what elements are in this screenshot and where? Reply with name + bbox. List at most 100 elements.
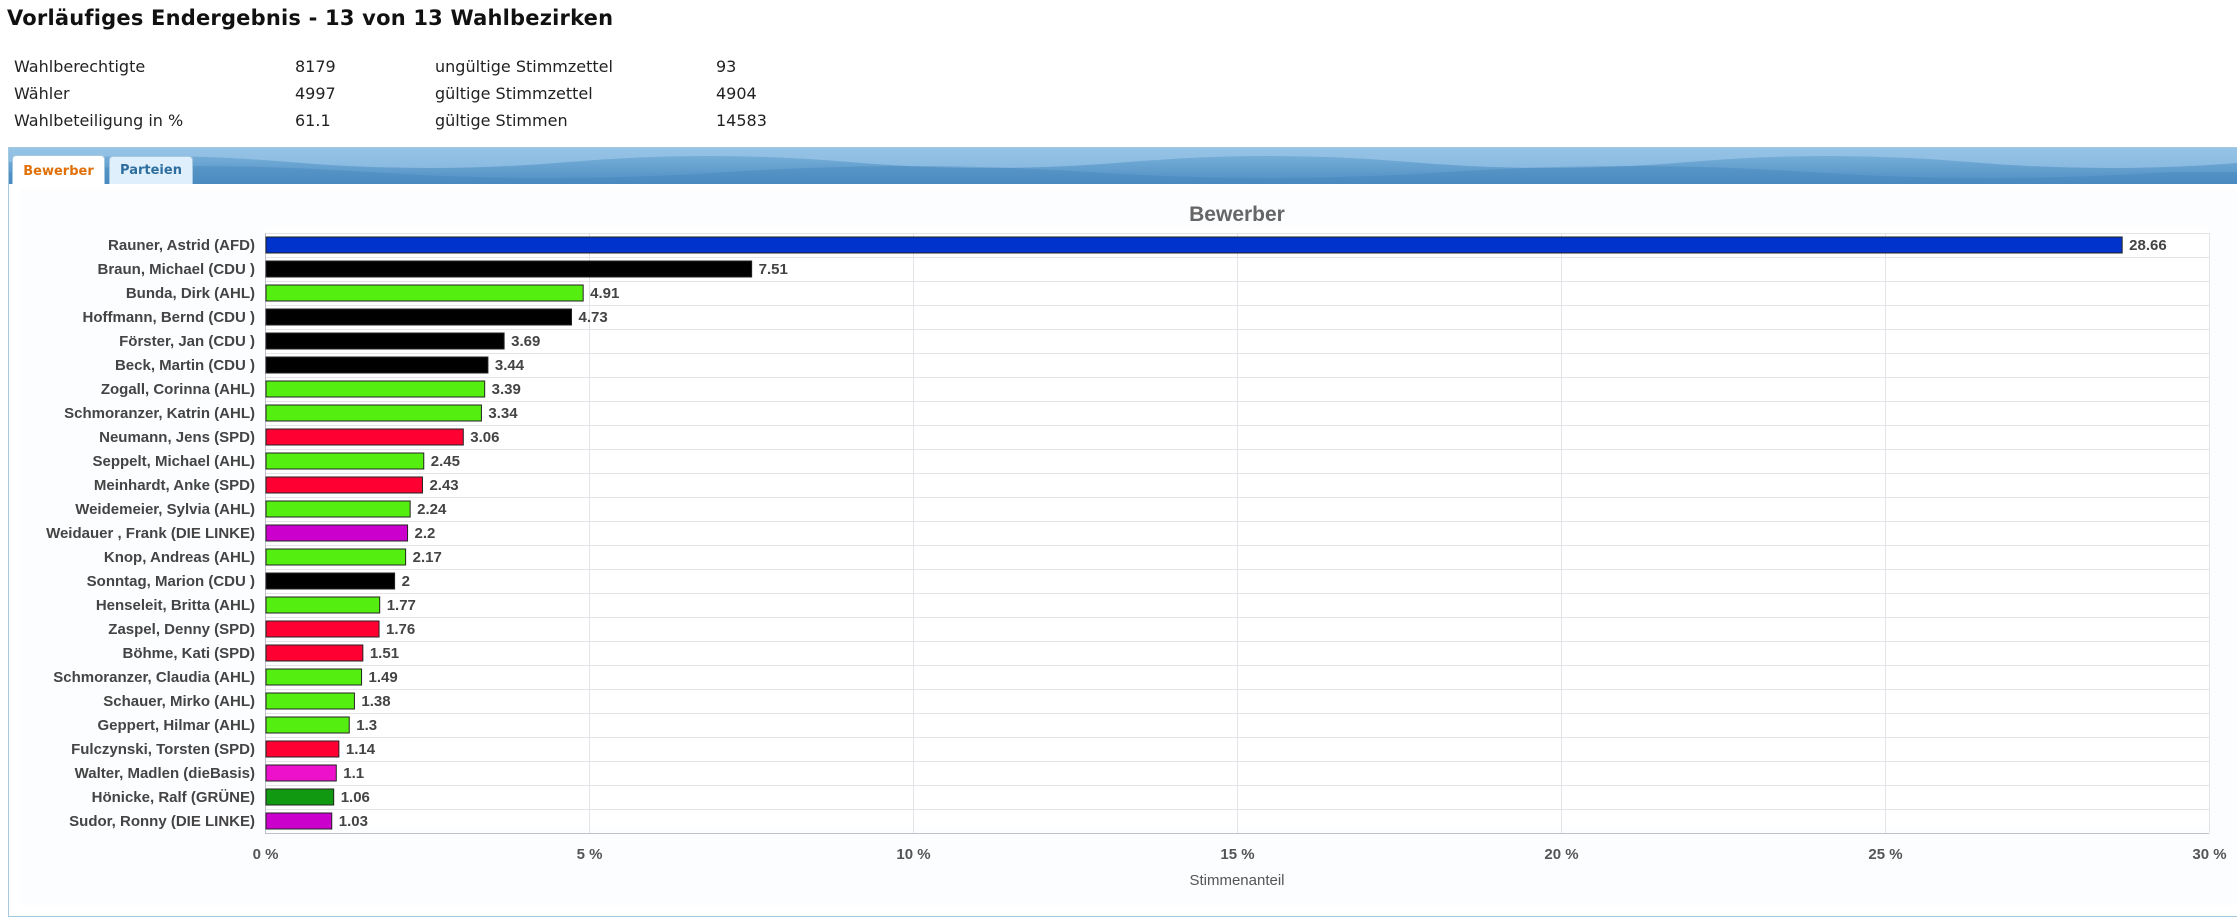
category-label: Hönicke, Ralf (GRÜNE) <box>92 789 255 806</box>
tabs-header-background <box>9 148 2237 184</box>
data-label: 1.51 <box>370 645 399 662</box>
data-label: 1.03 <box>339 813 368 830</box>
x-tick-label: 15 % <box>1220 846 1254 863</box>
category-label: Neumann, Jens (SPD) <box>99 429 255 446</box>
stat-value: 4997 <box>295 84 336 103</box>
stat-label: Wähler <box>14 84 70 103</box>
data-label: 2.2 <box>415 525 436 542</box>
data-label: 1.06 <box>341 789 370 806</box>
data-label: 1.3 <box>356 717 377 734</box>
data-label: 28.66 <box>2129 237 2167 254</box>
data-label: 1.38 <box>361 693 390 710</box>
category-label: Sudor, Ronny (DIE LINKE) <box>69 813 255 830</box>
bar <box>265 764 337 782</box>
bar <box>265 596 381 614</box>
bar <box>265 812 333 830</box>
data-label: 2 <box>402 573 410 590</box>
category-label: Braun, Michael (CDU ) <box>97 261 255 278</box>
data-label: 2.24 <box>417 501 447 518</box>
x-axis-title: Stimmenanteil <box>1189 872 1284 889</box>
stat-value: 93 <box>716 57 737 76</box>
bar <box>265 668 363 686</box>
category-label: Weidauer , Frank (DIE LINKE) <box>46 525 255 542</box>
data-label: 4.91 <box>590 285 619 302</box>
category-label: Zogall, Corinna (AHL) <box>101 381 255 398</box>
bar <box>265 476 423 494</box>
stat-label: gültige Stimmzettel <box>435 84 593 103</box>
category-label: Geppert, Hilmar (AHL) <box>97 717 255 734</box>
bar <box>265 380 486 398</box>
stats-row: Wahlberechtigte 8179 ungültige Stimmzett… <box>14 53 816 80</box>
data-label: 1.1 <box>343 765 364 782</box>
data-label: 7.51 <box>759 261 788 278</box>
bar <box>265 644 364 662</box>
stat-label: Wahlberechtigte <box>14 57 146 76</box>
data-label: 3.34 <box>488 405 518 422</box>
stat-value: 61.1 <box>295 111 331 130</box>
category-label: Beck, Martin (CDU ) <box>115 357 255 374</box>
x-tick-label: 25 % <box>1868 846 1902 863</box>
bar <box>265 716 350 734</box>
category-label: Weidemeier, Sylvia (AHL) <box>75 501 255 518</box>
stat-value: 8179 <box>295 57 336 76</box>
category-label: Zaspel, Denny (SPD) <box>108 621 255 638</box>
data-label: 1.14 <box>346 741 376 758</box>
bar <box>265 332 505 350</box>
election-stats-table: Wahlberechtigte 8179 ungültige Stimmzett… <box>14 53 816 134</box>
page-title: Vorläufiges Endergebnis - 13 von 13 Wahl… <box>7 6 614 30</box>
data-label: 1.49 <box>369 669 398 686</box>
bar <box>265 284 584 302</box>
category-label: Meinhardt, Anke (SPD) <box>94 477 255 494</box>
category-label: Bunda, Dirk (AHL) <box>126 285 255 302</box>
category-label: Henseleit, Britta (AHL) <box>96 597 255 614</box>
bar <box>265 260 753 278</box>
bar <box>265 572 396 590</box>
chart-panel: Bewerber 0 % 5 % 10 % 15 % 20 % 25 % 30 % Stimme… <box>20 189 2237 905</box>
category-label: Förster, Jan (CDU ) <box>119 333 255 350</box>
category-label: Hoffmann, Bernd (CDU ) <box>83 309 256 326</box>
category-label: Seppelt, Michael (AHL) <box>92 453 255 470</box>
data-label: 2.17 <box>413 549 442 566</box>
tabs-header: Bewerber Parteien <box>9 148 2237 184</box>
category-label: Knop, Andreas (AHL) <box>104 549 255 566</box>
data-label: 3.44 <box>495 357 525 374</box>
data-label: 3.06 <box>470 429 499 446</box>
stat-label: Wahlbeteiligung in % <box>14 111 184 130</box>
stats-row: Wähler 4997 gültige Stimmzettel 4904 <box>14 80 816 107</box>
bar <box>265 524 409 542</box>
bar <box>265 404 482 422</box>
chart-title: Bewerber <box>1189 203 1285 226</box>
bar <box>265 356 489 374</box>
x-tick-label: 5 % <box>577 846 603 863</box>
x-tick-label: 20 % <box>1544 846 1578 863</box>
bar <box>265 308 573 326</box>
x-tick-label: 0 % <box>253 846 279 863</box>
bar <box>265 428 464 446</box>
x-tick-label: 30 % <box>2192 846 2226 863</box>
x-tick-label: 10 % <box>896 846 930 863</box>
category-label: Walter, Madlen (dieBasis) <box>75 765 255 782</box>
category-label: Schmoranzer, Claudia (AHL) <box>53 669 255 686</box>
stat-label: gültige Stimmen <box>435 111 568 130</box>
data-label: 3.69 <box>511 333 540 350</box>
bar <box>265 548 407 566</box>
bar <box>265 740 340 758</box>
bar <box>265 500 411 518</box>
data-label: 2.43 <box>429 477 458 494</box>
bar-chart: Bewerber 0 % 5 % 10 % 15 % 20 % 25 % 30 % Stimme… <box>46 203 2227 889</box>
data-label: 4.73 <box>579 309 608 326</box>
bar <box>265 236 2123 254</box>
category-label: Schauer, Mirko (AHL) <box>103 693 255 710</box>
data-label: 1.76 <box>386 621 415 638</box>
category-label: Böhme, Kati (SPD) <box>122 645 255 662</box>
data-label: 2.45 <box>431 453 460 470</box>
tab-bewerber[interactable]: Bewerber <box>12 155 105 184</box>
category-label: Sonntag, Marion (CDU ) <box>87 573 255 590</box>
bar <box>265 452 425 470</box>
bar <box>265 692 355 710</box>
stat-value: 4904 <box>716 84 757 103</box>
tab-parteien[interactable]: Parteien <box>109 156 193 184</box>
bar <box>265 788 335 806</box>
category-label: Schmoranzer, Katrin (AHL) <box>64 405 255 422</box>
stat-label: ungültige Stimmzettel <box>435 57 613 76</box>
